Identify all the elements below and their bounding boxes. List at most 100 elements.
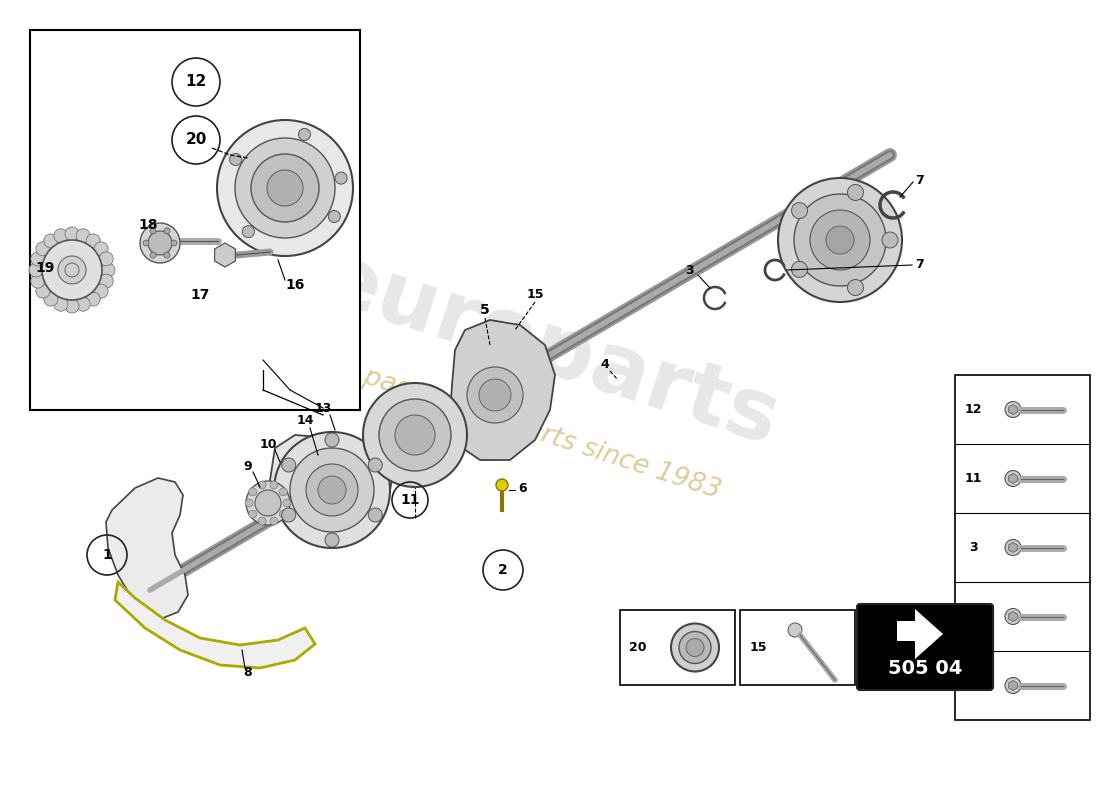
Text: 15: 15 (749, 641, 767, 654)
Circle shape (671, 623, 719, 671)
Text: 10: 10 (260, 438, 277, 451)
Circle shape (306, 464, 358, 516)
Polygon shape (106, 478, 188, 618)
Circle shape (42, 240, 102, 300)
Circle shape (279, 510, 287, 518)
Text: 20: 20 (185, 133, 207, 147)
Polygon shape (450, 320, 556, 460)
Circle shape (324, 433, 339, 447)
Text: 2: 2 (498, 563, 508, 577)
FancyBboxPatch shape (30, 30, 360, 410)
Text: 5: 5 (480, 303, 490, 317)
Circle shape (29, 263, 43, 277)
Circle shape (788, 623, 802, 637)
Circle shape (76, 229, 90, 242)
Circle shape (86, 234, 100, 248)
Circle shape (283, 499, 292, 507)
Circle shape (792, 202, 807, 218)
Circle shape (679, 631, 711, 663)
Circle shape (258, 517, 266, 525)
Circle shape (379, 399, 451, 471)
Text: 7: 7 (915, 258, 924, 271)
Circle shape (847, 185, 864, 201)
Circle shape (363, 383, 468, 487)
Circle shape (496, 479, 508, 491)
Text: 8: 8 (244, 666, 252, 679)
Circle shape (217, 120, 353, 256)
Circle shape (290, 448, 374, 532)
Circle shape (478, 379, 512, 411)
Text: 7: 7 (915, 174, 924, 186)
Circle shape (140, 223, 180, 263)
Text: 11: 11 (965, 472, 981, 485)
Circle shape (36, 242, 50, 256)
Circle shape (65, 299, 79, 313)
Text: 20: 20 (629, 641, 647, 654)
Circle shape (395, 415, 434, 455)
Polygon shape (116, 582, 315, 668)
Circle shape (282, 458, 296, 472)
Circle shape (150, 228, 156, 234)
Circle shape (44, 292, 58, 306)
Circle shape (65, 227, 79, 241)
Circle shape (270, 517, 278, 525)
Circle shape (245, 499, 253, 507)
Text: 14: 14 (296, 414, 314, 426)
Circle shape (778, 178, 902, 302)
Text: 3: 3 (969, 541, 977, 554)
Circle shape (148, 231, 172, 255)
Circle shape (336, 172, 348, 184)
Circle shape (792, 262, 807, 278)
Text: 2: 2 (969, 610, 978, 623)
Circle shape (76, 298, 90, 311)
Text: 11: 11 (400, 493, 420, 507)
Text: 1: 1 (969, 679, 978, 692)
Circle shape (249, 488, 256, 496)
FancyBboxPatch shape (955, 375, 1090, 720)
Circle shape (54, 298, 68, 311)
Circle shape (882, 232, 898, 248)
Circle shape (258, 481, 266, 489)
FancyBboxPatch shape (857, 604, 993, 690)
Text: 4: 4 (601, 358, 609, 371)
Circle shape (686, 638, 704, 657)
Circle shape (1005, 402, 1021, 418)
Circle shape (164, 252, 170, 258)
FancyBboxPatch shape (740, 610, 855, 685)
Circle shape (810, 210, 870, 270)
Circle shape (251, 154, 319, 222)
Circle shape (318, 476, 346, 504)
Circle shape (31, 252, 45, 266)
Circle shape (86, 292, 100, 306)
Circle shape (468, 367, 522, 423)
Circle shape (298, 129, 310, 141)
Polygon shape (270, 435, 395, 520)
Circle shape (1005, 470, 1021, 486)
Circle shape (170, 240, 177, 246)
Circle shape (1005, 539, 1021, 555)
Circle shape (230, 154, 242, 166)
Circle shape (282, 508, 296, 522)
Circle shape (279, 488, 287, 496)
Circle shape (150, 252, 156, 258)
Circle shape (31, 274, 45, 288)
Circle shape (99, 252, 113, 266)
Circle shape (794, 194, 886, 286)
Circle shape (235, 138, 336, 238)
Text: 12: 12 (965, 403, 981, 416)
Circle shape (847, 279, 864, 295)
Circle shape (826, 226, 854, 254)
FancyBboxPatch shape (620, 610, 735, 685)
Text: 16: 16 (285, 278, 305, 292)
Circle shape (274, 432, 390, 548)
Circle shape (95, 284, 108, 298)
Text: 505 04: 505 04 (888, 659, 962, 678)
Circle shape (270, 481, 278, 489)
Polygon shape (896, 609, 943, 659)
Circle shape (329, 210, 340, 222)
Text: a passion for parts since 1983: a passion for parts since 1983 (337, 356, 724, 504)
Circle shape (143, 240, 148, 246)
Circle shape (164, 228, 170, 234)
Text: 15: 15 (526, 289, 543, 302)
Circle shape (255, 490, 280, 516)
